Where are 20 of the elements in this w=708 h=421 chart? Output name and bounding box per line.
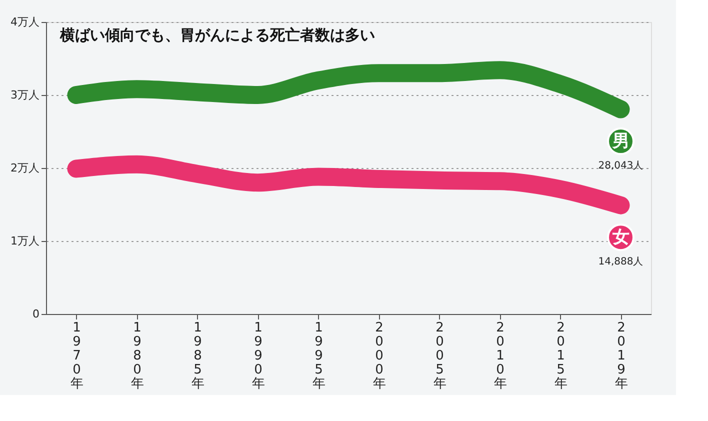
- series-label: 女: [611, 227, 630, 248]
- series-label: 男: [611, 131, 630, 152]
- x-tick-label: 1990年: [252, 320, 265, 392]
- x-tick-label: 2000年: [372, 320, 386, 392]
- x-tick-label: 1985年: [191, 320, 204, 392]
- chart-title: 横ばい傾向でも、胃がんによる死亡者数は多い: [59, 26, 375, 44]
- x-tick-label: 2010年: [494, 320, 507, 392]
- x-tick-label: 2005年: [433, 320, 446, 392]
- annotation: 14,888人: [598, 256, 644, 268]
- annotation: 28,043人: [598, 160, 644, 172]
- y-tick-label: 3万人: [10, 88, 40, 102]
- x-tick-label: 1995年: [312, 320, 326, 392]
- y-tick-label: 0: [32, 308, 40, 320]
- x-tick-label: 2015年: [554, 320, 568, 392]
- y-tick-label: 4万人: [10, 16, 40, 28]
- x-tick-label: 2019年: [614, 320, 628, 392]
- x-tick-label: 1970年: [70, 320, 84, 392]
- y-tick-label: 1万人: [10, 234, 40, 248]
- y-tick-label: 2万人: [10, 162, 40, 174]
- x-tick-label: 1980年: [130, 320, 144, 392]
